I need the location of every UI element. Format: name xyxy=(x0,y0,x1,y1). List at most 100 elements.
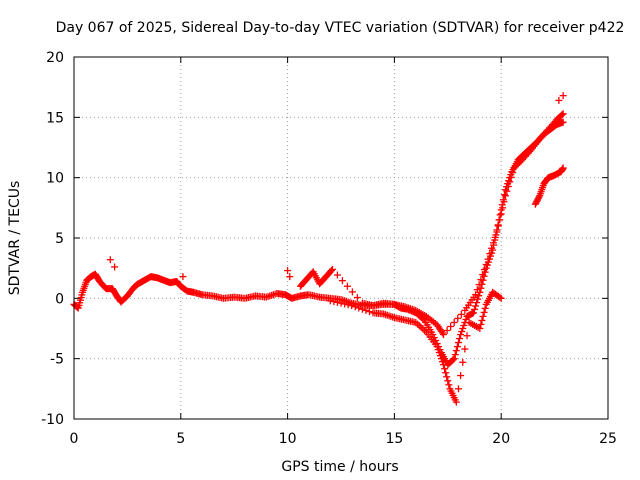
data-point xyxy=(348,288,356,296)
data-point xyxy=(328,265,336,273)
data-point xyxy=(443,327,451,335)
data-point xyxy=(499,204,507,212)
series-late-segment xyxy=(531,164,567,208)
x-tick-label: 15 xyxy=(385,431,403,447)
y-tick-label: 10 xyxy=(46,171,64,187)
data-point xyxy=(480,266,488,274)
data-point xyxy=(479,312,487,320)
data-point xyxy=(486,250,494,258)
data-point xyxy=(481,304,489,312)
x-tick-label: 20 xyxy=(492,431,510,447)
data-point xyxy=(489,239,497,247)
data-point xyxy=(451,351,459,359)
data-point xyxy=(440,331,448,339)
data-point xyxy=(456,335,464,343)
data-point xyxy=(488,244,496,252)
data-point xyxy=(500,191,508,199)
data-point xyxy=(460,321,468,329)
data-point xyxy=(497,294,505,302)
y-tick-label: -10 xyxy=(41,412,64,428)
data-point xyxy=(494,222,502,230)
data-point xyxy=(463,332,471,340)
data-point xyxy=(343,282,351,290)
data-point xyxy=(330,298,338,306)
data-point xyxy=(555,96,563,104)
data-point xyxy=(497,210,505,218)
data-point xyxy=(480,308,488,316)
data-point xyxy=(454,314,462,322)
data-point xyxy=(445,381,453,389)
data-point xyxy=(362,306,370,314)
data-point xyxy=(412,318,420,326)
data-point xyxy=(348,302,356,310)
data-point xyxy=(507,173,515,181)
data-point xyxy=(558,111,566,119)
data-point xyxy=(454,339,462,347)
data-point xyxy=(535,193,543,201)
data-point xyxy=(477,284,485,292)
data-point xyxy=(501,192,509,200)
data-point xyxy=(417,323,425,331)
data-point xyxy=(450,355,458,363)
data-point xyxy=(506,178,514,186)
data-point xyxy=(284,267,292,275)
data-point xyxy=(106,256,114,264)
data-point xyxy=(473,286,481,294)
data-point xyxy=(419,325,427,333)
data-point xyxy=(472,302,480,310)
data-point xyxy=(433,343,441,351)
series-main xyxy=(70,118,567,369)
data-point xyxy=(496,216,504,224)
data-point xyxy=(355,304,363,312)
data-point xyxy=(471,305,478,313)
x-tick-label: 25 xyxy=(599,431,617,447)
y-tick-label: 15 xyxy=(46,110,64,126)
y-tick-label: 0 xyxy=(55,291,64,307)
data-point xyxy=(450,318,458,326)
series-outliers xyxy=(106,92,567,281)
data-point xyxy=(435,349,443,357)
y-tick-label: 20 xyxy=(46,50,64,66)
series-upper-branch xyxy=(296,110,567,339)
axis-ticks: 0 5 10 15 20 25 -10 -5 0 5 10 15 20 xyxy=(41,50,617,447)
data-point xyxy=(459,358,467,366)
data-point xyxy=(493,228,501,236)
data-point xyxy=(458,328,466,336)
data-point xyxy=(365,308,373,316)
y-axis-label: SDTVAR / TECUs xyxy=(7,181,23,296)
data-point xyxy=(440,361,448,369)
data-point xyxy=(457,310,465,318)
data-point xyxy=(477,276,485,284)
data-point xyxy=(341,300,349,308)
data-point xyxy=(337,299,345,307)
data-point xyxy=(559,164,567,172)
data-point xyxy=(480,272,488,280)
data-point xyxy=(496,293,504,301)
data-point xyxy=(447,322,455,330)
data-point xyxy=(326,297,334,305)
grid-lines xyxy=(74,57,608,419)
data-point xyxy=(453,343,461,351)
data-point xyxy=(491,233,499,241)
x-tick-label: 10 xyxy=(279,431,297,447)
data-point xyxy=(475,281,483,289)
data-point xyxy=(469,309,477,317)
data-point xyxy=(333,271,341,279)
data-point xyxy=(457,331,465,339)
series-lower-branch xyxy=(326,288,505,406)
data-point xyxy=(344,301,352,309)
data-point xyxy=(452,398,460,406)
data-point xyxy=(509,169,517,177)
data-point xyxy=(503,187,511,195)
data-point xyxy=(473,299,481,307)
data-point xyxy=(476,325,484,332)
chart-title: Day 067 of 2025, Sidereal Day-to-day VTE… xyxy=(56,20,625,36)
data-point xyxy=(438,329,446,337)
data-point xyxy=(559,118,567,126)
data-point xyxy=(475,292,483,300)
data-point xyxy=(351,303,359,311)
data-point xyxy=(333,298,341,306)
data-point xyxy=(286,273,294,281)
data-points xyxy=(70,92,567,406)
